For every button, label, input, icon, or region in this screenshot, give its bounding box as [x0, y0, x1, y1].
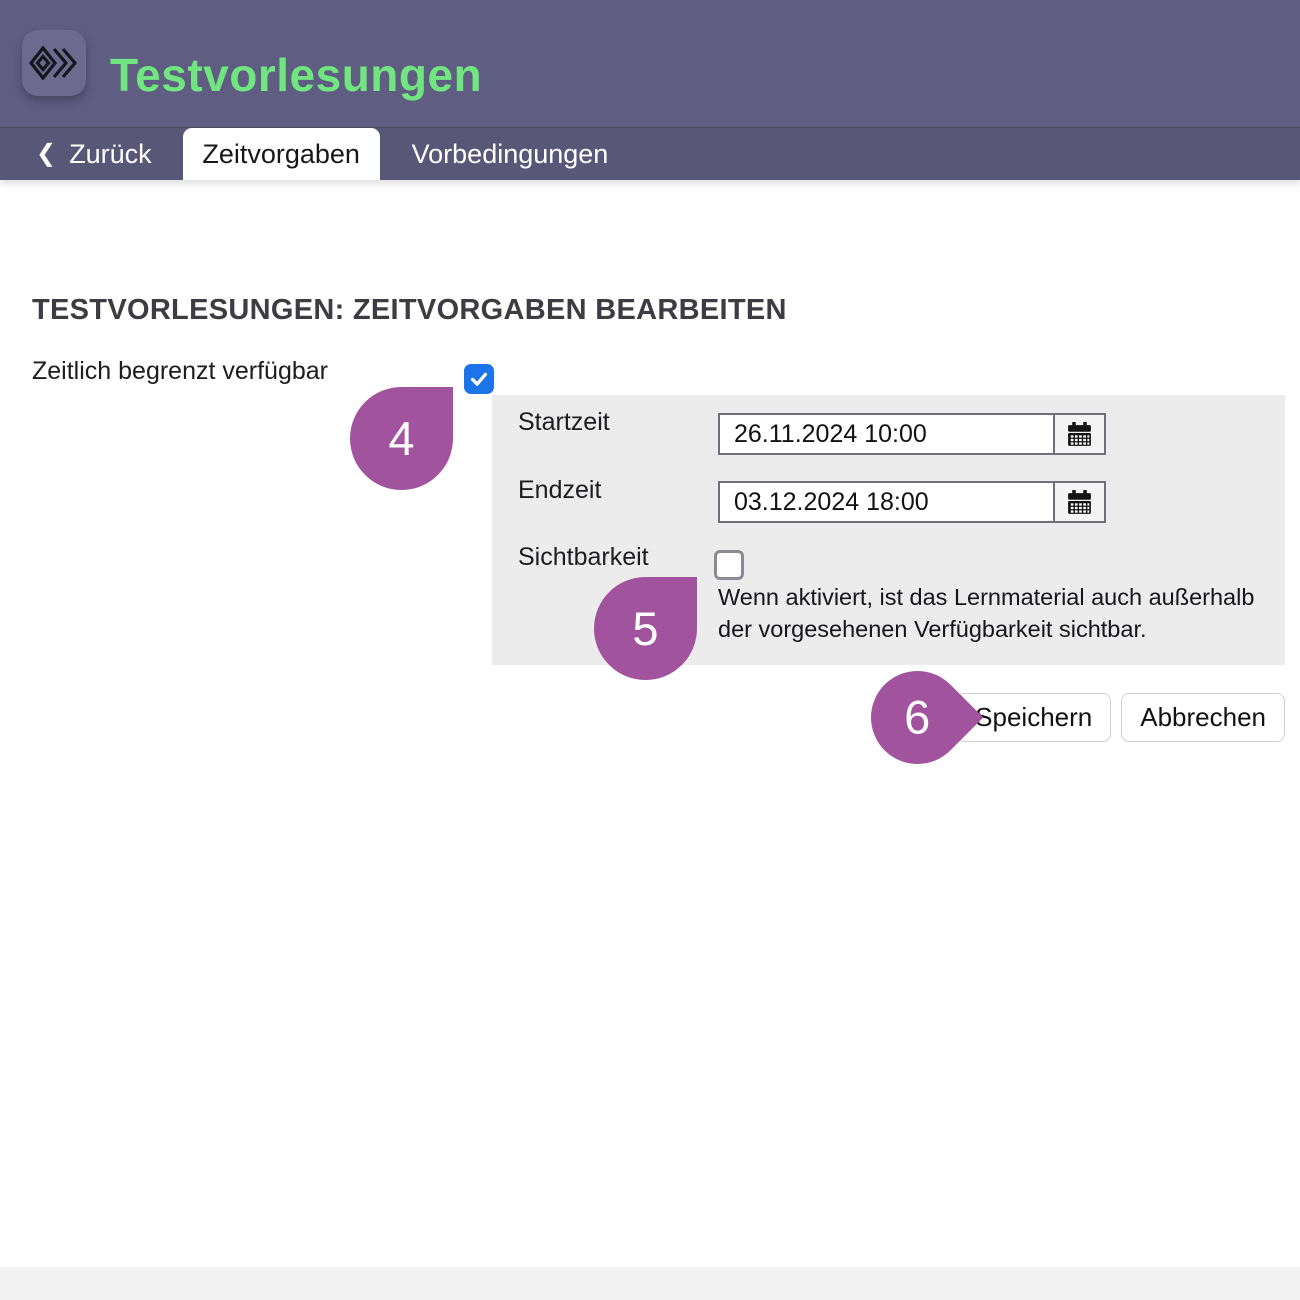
startzeit-calendar-button[interactable] [1053, 413, 1106, 455]
endzeit-input[interactable] [718, 481, 1055, 523]
endzeit-calendar-button[interactable] [1053, 481, 1106, 523]
availability-label: Zeitlich begrenzt verfügbar [32, 357, 328, 385]
page-title: Testvorlesungen [110, 49, 483, 101]
back-button[interactable]: ❮ Zurück [36, 128, 152, 180]
annotation-number: 5 [632, 602, 659, 655]
checkmark-icon [470, 372, 488, 386]
tab-label: Zeitvorgaben [202, 138, 360, 169]
app-header: Testvorlesungen [0, 0, 1300, 127]
annotation-step-6: 6 [851, 651, 984, 784]
endzeit-group [718, 481, 1106, 523]
sichtbarkeit-help-text: Wenn aktiviert, ist das Lernmaterial auc… [718, 584, 1255, 642]
cancel-button[interactable]: Abbrechen [1121, 693, 1285, 742]
calendar-icon [1066, 421, 1093, 448]
form-actions: Speichern Abbrechen [956, 693, 1285, 742]
sichtbarkeit-label: Sichtbarkeit [518, 543, 649, 571]
app-logo-tile[interactable] [22, 30, 86, 96]
startzeit-input[interactable] [718, 413, 1055, 455]
tab-vorbedingungen[interactable]: Vorbedingungen [410, 128, 611, 180]
annotation-number: 4 [388, 412, 415, 465]
footer-strip [0, 1267, 1300, 1300]
ilias-diamond-chevrons-logo-icon [29, 46, 78, 80]
annotation-step-4: 4 [350, 387, 453, 490]
calendar-icon [1066, 489, 1093, 516]
form-heading: TESTVORLESUNGEN: ZEITVORGABEN BEARBEITEN [32, 294, 787, 326]
startzeit-label: Startzeit [518, 408, 610, 436]
sichtbarkeit-checkbox[interactable] [714, 550, 744, 580]
tab-zeitvorgaben[interactable]: Zeitvorgaben [182, 128, 380, 180]
save-button[interactable]: Speichern [956, 693, 1112, 742]
availability-checkbox[interactable] [464, 364, 494, 394]
startzeit-group [718, 413, 1106, 455]
endzeit-label: Endzeit [518, 476, 602, 504]
chevron-left-icon: ❮ [36, 140, 57, 167]
tab-label: Vorbedingungen [411, 138, 609, 169]
back-label: Zurück [69, 138, 152, 169]
tab-bar: ❮ Zurück Zeitvorgaben Vorbedingungen [0, 127, 1300, 180]
annotation-number: 6 [904, 690, 931, 744]
annotation-step-5: 5 [594, 577, 697, 680]
